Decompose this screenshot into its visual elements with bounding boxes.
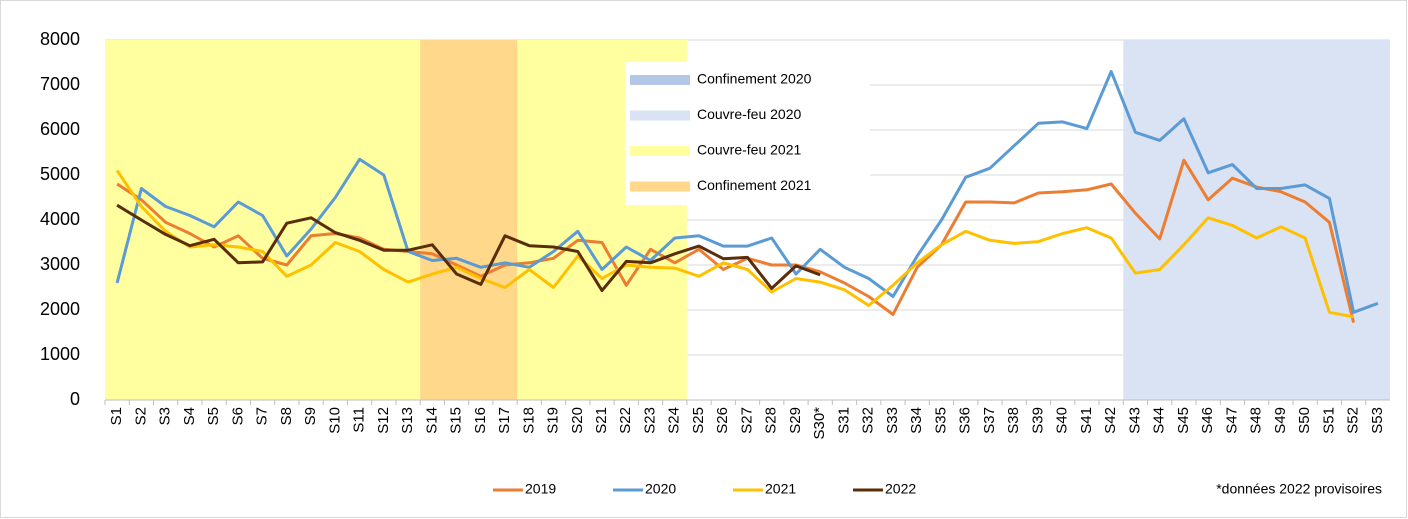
x-tick-label: S13 [399, 407, 416, 434]
y-tick-label: 4000 [40, 209, 80, 229]
x-tick-label: S25 [690, 407, 707, 434]
x-tick-label: S29 [787, 407, 804, 434]
legend-swatch [630, 110, 690, 121]
x-tick-label: S48 [1248, 407, 1265, 434]
x-tick-label: S42 [1102, 407, 1119, 434]
legend-swatch [630, 146, 690, 156]
x-tick-label: S45 [1175, 407, 1192, 434]
x-tick-label: S36 [957, 407, 974, 434]
x-tick-label: S35 [932, 407, 949, 434]
x-tick-label: S15 [448, 407, 465, 434]
x-tick-label: S14 [423, 407, 440, 434]
series-line [115, 169, 1354, 319]
x-tick-label: S17 [496, 407, 513, 434]
x-tick-label: S49 [1272, 407, 1289, 434]
x-tick-label: S47 [1223, 407, 1240, 434]
footnote: *données 2022 provisoires [1216, 481, 1382, 497]
period-band [1123, 40, 1390, 400]
series-line [116, 203, 821, 293]
legend-label: Couvre-feu 2020 [697, 106, 802, 122]
legend-swatch [630, 75, 690, 85]
legend-label: Confinement 2021 [697, 177, 812, 193]
x-tick-label: S34 [908, 407, 925, 434]
x-tick-label: S8 [278, 407, 295, 425]
y-tick-label: 5000 [40, 164, 80, 184]
x-tick-label: S52 [1345, 407, 1362, 434]
x-tick-label: S4 [181, 407, 198, 425]
x-tick-label: S33 [884, 407, 901, 434]
x-tick-label: S1 [108, 407, 125, 425]
x-tick-label: S10 [326, 407, 343, 434]
y-tick-label: 0 [70, 389, 80, 409]
band-legend-box [625, 62, 870, 205]
x-tick-label: S28 [763, 407, 780, 434]
x-tick-label: S16 [472, 407, 489, 434]
x-tick-label: S9 [302, 407, 319, 425]
x-tick-label: S12 [375, 407, 392, 434]
period-band [105, 40, 687, 400]
x-tick-label: S38 [1005, 407, 1022, 434]
x-tick-label: S20 [569, 407, 586, 434]
x-tick-label: S51 [1320, 407, 1337, 434]
x-tick-label: S53 [1369, 407, 1386, 434]
legend-label: 2021 [765, 481, 796, 497]
legend-label: Couvre-feu 2021 [697, 142, 802, 158]
x-tick-label: S18 [520, 407, 537, 434]
x-tick-label: S6 [229, 407, 246, 425]
legend-label: Confinement 2020 [697, 71, 812, 87]
x-tick-label: S41 [1078, 407, 1095, 434]
x-tick-label: S39 [1029, 407, 1046, 434]
x-tick-label: S7 [254, 407, 271, 425]
x-tick-label: S31 [835, 407, 852, 434]
period-band [420, 40, 518, 400]
x-tick-label: S3 [157, 407, 174, 425]
x-tick-label: S22 [617, 407, 634, 434]
series-line [116, 158, 1356, 323]
x-tick-label: S50 [1296, 407, 1313, 434]
y-tick-label: 8000 [40, 29, 80, 49]
x-tick-label: S37 [981, 407, 998, 434]
y-tick-label: 6000 [40, 119, 80, 139]
x-tick-label: S27 [738, 407, 755, 434]
y-tick-label: 1000 [40, 344, 80, 364]
x-tick-label: S24 [666, 407, 683, 434]
x-tick-label: S44 [1151, 407, 1168, 434]
x-tick-label: S19 [545, 407, 562, 434]
x-tick-label: S5 [205, 407, 222, 425]
y-tick-label: 3000 [40, 254, 80, 274]
x-tick-label: S2 [132, 407, 149, 425]
x-tick-label: S23 [641, 407, 658, 434]
x-tick-label: S46 [1199, 407, 1216, 434]
series-line [115, 70, 1379, 314]
y-tick-label: 7000 [40, 74, 80, 94]
x-tick-label: S30* [811, 407, 828, 440]
x-tick-label: S32 [860, 407, 877, 434]
y-tick-label: 2000 [40, 299, 80, 319]
legend-label: 2022 [885, 481, 916, 497]
x-tick-label: S26 [714, 407, 731, 434]
x-tick-label: S43 [1126, 407, 1143, 434]
x-tick-label: S11 [351, 407, 368, 433]
legend-swatch [630, 181, 690, 192]
x-tick-label: S40 [1054, 407, 1071, 434]
legend-label: 2019 [525, 481, 556, 497]
legend-label: 2020 [645, 481, 676, 497]
x-tick-label: S21 [593, 407, 610, 434]
